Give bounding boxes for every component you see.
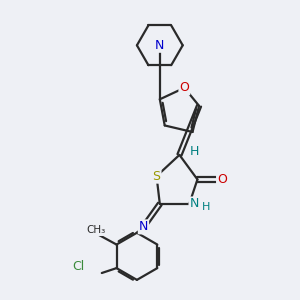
Text: N: N bbox=[155, 39, 164, 52]
Text: S: S bbox=[152, 170, 160, 183]
Text: O: O bbox=[179, 81, 189, 94]
Text: H: H bbox=[190, 145, 199, 158]
Text: Cl: Cl bbox=[72, 260, 84, 273]
Text: H: H bbox=[202, 202, 211, 212]
Text: O: O bbox=[217, 173, 227, 186]
Text: CH₃: CH₃ bbox=[86, 225, 106, 235]
Text: N: N bbox=[139, 220, 148, 233]
Text: N: N bbox=[190, 197, 199, 211]
